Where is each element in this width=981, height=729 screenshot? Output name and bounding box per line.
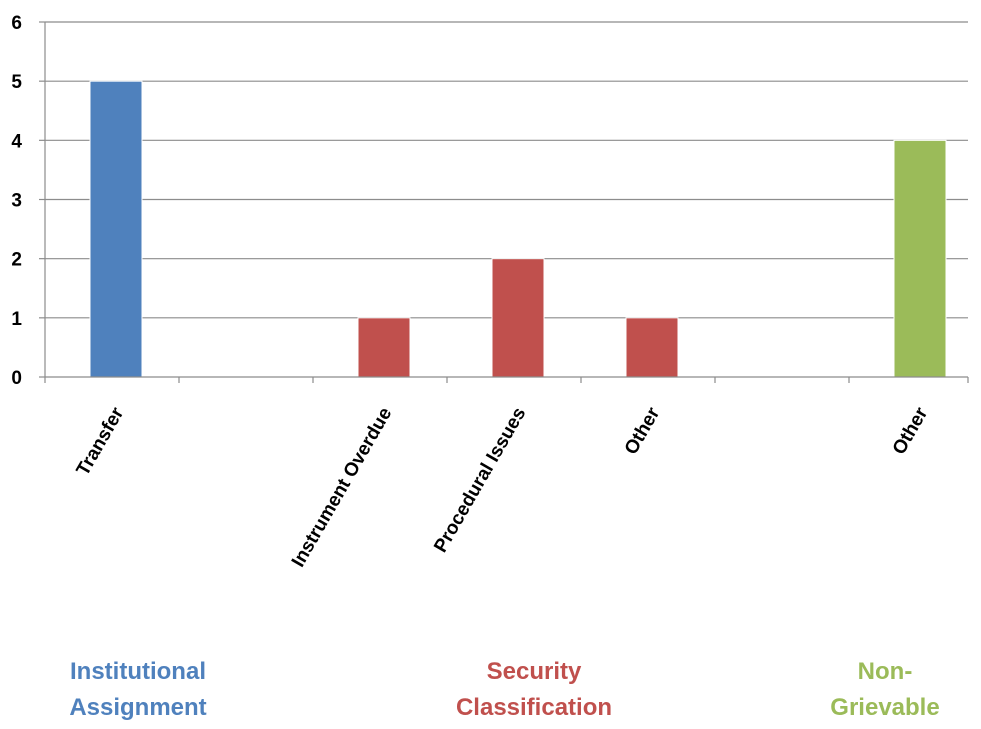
axes bbox=[39, 21, 969, 383]
x-tick-label: Other bbox=[621, 403, 665, 458]
y-tick-label: 5 bbox=[11, 72, 22, 93]
gridlines bbox=[45, 21, 968, 319]
y-tick-label: 4 bbox=[11, 131, 22, 152]
y-tick-label: 0 bbox=[11, 368, 22, 389]
bar bbox=[491, 258, 545, 378]
x-tick-label: Transfer bbox=[73, 403, 129, 479]
y-tick-label: 3 bbox=[11, 191, 22, 212]
group-label-security-classification: Security Classification bbox=[455, 658, 613, 721]
bar bbox=[893, 139, 947, 378]
bar bbox=[625, 317, 679, 378]
y-tick-label: 1 bbox=[11, 309, 22, 330]
x-tick-label: Procedural Issues bbox=[430, 404, 530, 556]
x-tick-labels: Transfer Instrument Overdue Procedural Iss… bbox=[73, 403, 933, 570]
y-tick-label: 6 bbox=[11, 13, 22, 34]
y-tick-labels: 0 1 2 3 4 5 6 bbox=[11, 13, 22, 389]
group-label-institutional-assignment: Institutional Assignment bbox=[69, 658, 207, 721]
bar bbox=[357, 317, 411, 378]
group-label-non-grievable: Non- Grievable bbox=[830, 658, 940, 721]
x-tick-label: Instrument Overdue bbox=[288, 404, 396, 571]
bar bbox=[89, 80, 143, 378]
bars bbox=[89, 80, 947, 378]
y-tick-label: 2 bbox=[11, 250, 22, 271]
x-tick-label: Other bbox=[889, 403, 933, 458]
